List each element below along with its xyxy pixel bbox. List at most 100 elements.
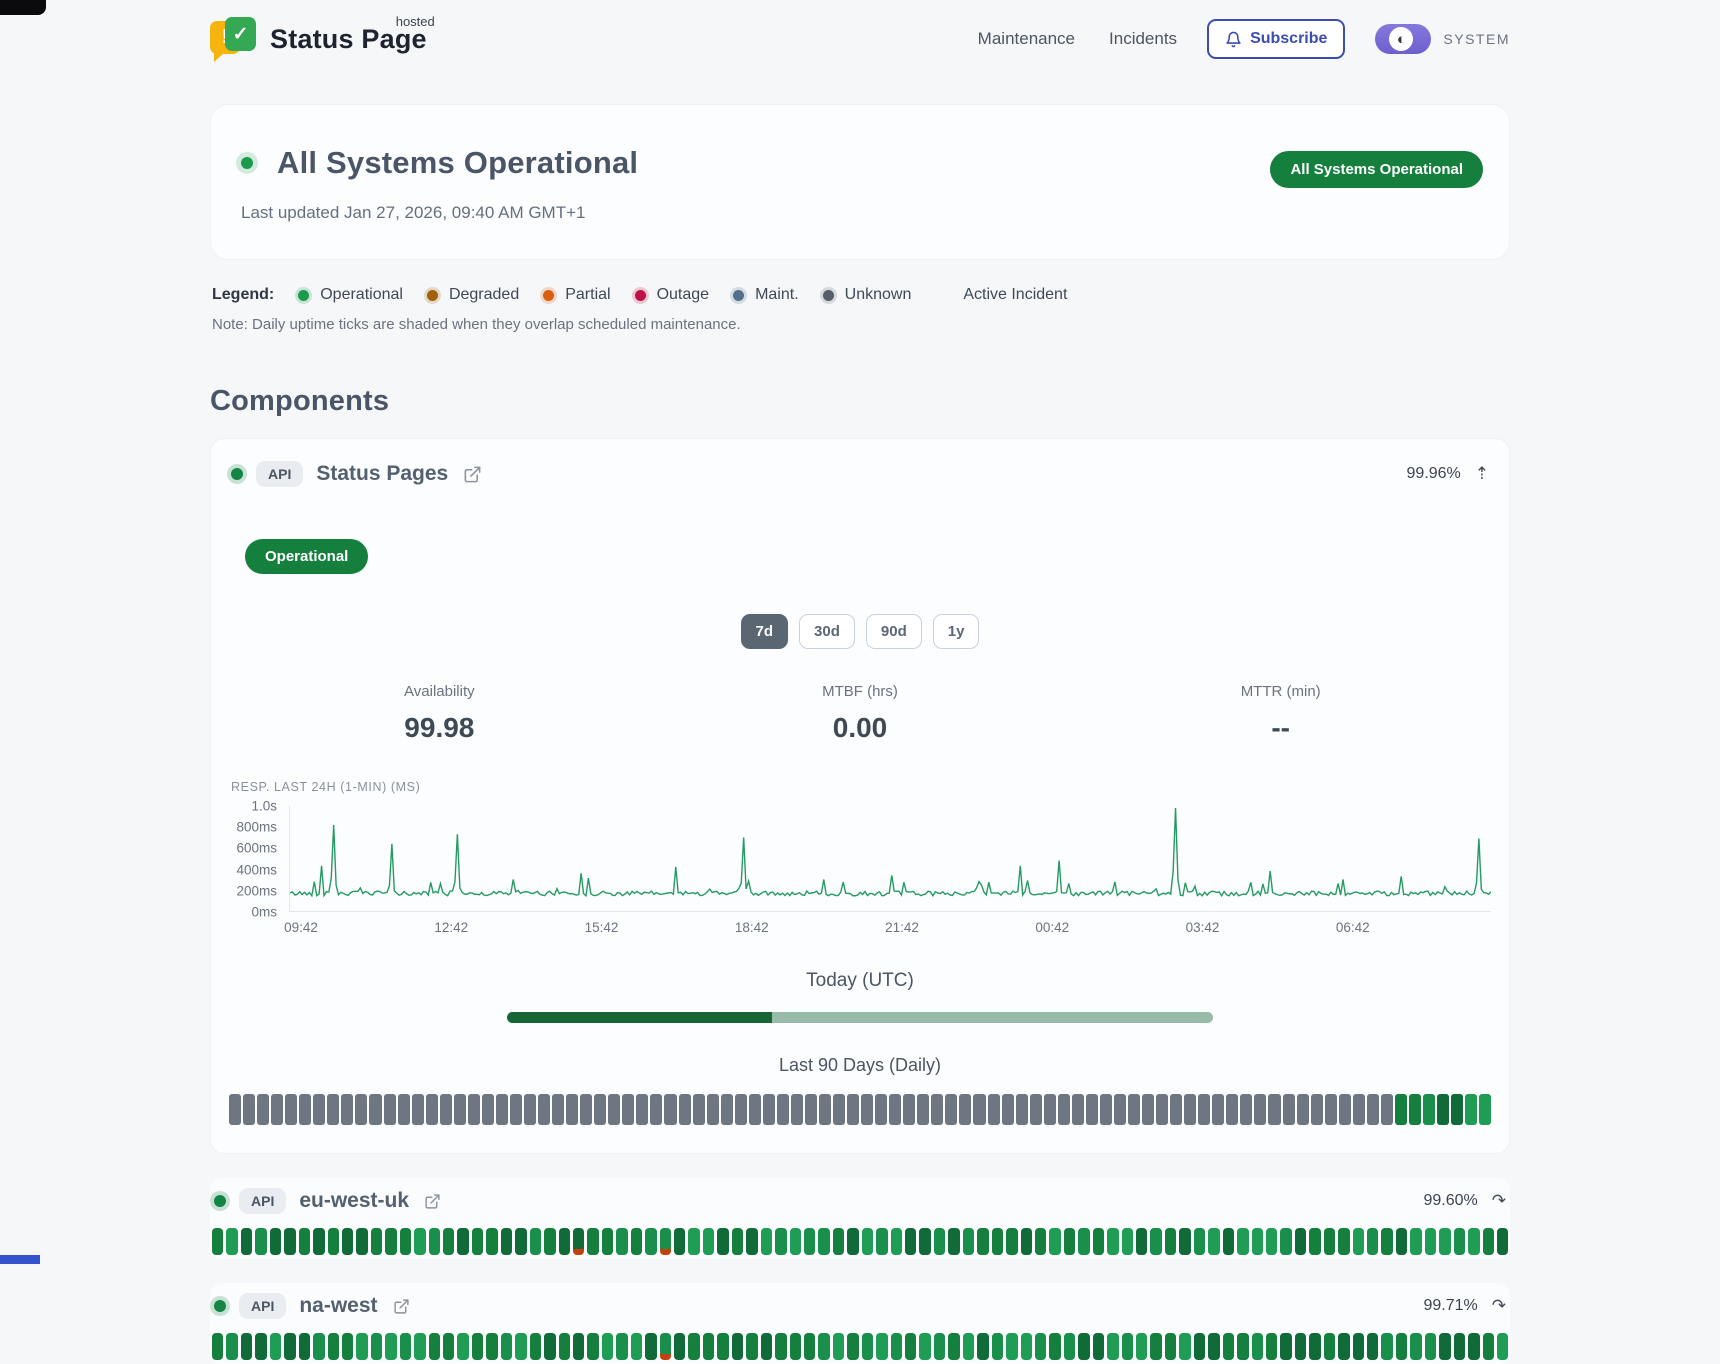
uptime-tick-unknown[interactable] [762,1094,775,1125]
range-button-7d[interactable]: 7d [740,614,789,649]
uptime-tick-operational[interactable] [486,1228,498,1255]
uptime-tick-operational[interactable] [399,1228,412,1255]
uptime-tick-operational[interactable] [457,1333,469,1360]
uptime-tick-operational[interactable] [746,1333,758,1360]
uptime-tick-operational[interactable] [1439,1228,1451,1255]
uptime-tick-operational[interactable] [558,1228,570,1255]
uptime-tick-operational[interactable] [255,1333,267,1360]
uptime-tick-operational[interactable] [702,1228,715,1255]
uptime-tick-unknown[interactable] [594,1094,607,1125]
nav-link-incidents[interactable]: Incidents [1109,29,1178,48]
uptime-tick-operational[interactable] [443,1228,455,1255]
uptime-tick-operational[interactable] [370,1228,383,1255]
uptime-tick-unknown[interactable] [664,1094,677,1125]
uptime-tick-operational[interactable] [500,1228,513,1255]
uptime-tick-unknown[interactable] [495,1094,508,1125]
uptime-tick-operational[interactable] [731,1333,744,1360]
uptime-tick-operational[interactable] [1049,1228,1061,1255]
uptime-tick-operational[interactable] [1338,1333,1350,1360]
uptime-tick-operational[interactable] [818,1333,830,1360]
uptime-tick-operational[interactable] [1208,1228,1220,1255]
uptime-tick-operational[interactable] [1352,1333,1364,1360]
uptime-tick-operational[interactable] [1280,1228,1292,1255]
brand[interactable]: ! ✓ Status Page hosted [210,14,435,62]
uptime-tick-operational[interactable] [674,1228,686,1255]
uptime-tick-operational[interactable] [544,1333,556,1360]
uptime-tick-unknown[interactable] [875,1094,888,1125]
uptime-tick-operational[interactable] [226,1333,238,1360]
uptime-tick-unknown[interactable] [608,1094,621,1125]
uptime-tick-operational[interactable] [356,1228,368,1255]
uptime-tick-operational[interactable] [847,1228,859,1255]
uptime-tick-operational[interactable] [1164,1228,1177,1255]
uptime-tick-operational[interactable] [529,1228,542,1255]
uptime-tick-operational[interactable] [1107,1228,1119,1255]
uptime-tick-unknown[interactable] [692,1094,705,1125]
uptime-tick-operational[interactable] [919,1228,931,1255]
uptime-tick-operational[interactable] [1092,1228,1105,1255]
uptime-tick-unknown[interactable] [987,1094,1000,1125]
uptime-tick-unknown[interactable] [1254,1094,1267,1125]
uptime-tick-operational[interactable] [1381,1228,1393,1255]
uptime-tick-operational[interactable] [1323,1333,1336,1360]
uptime-tick-operational[interactable] [1222,1333,1235,1360]
uptime-tick-operational[interactable] [1294,1333,1307,1360]
uptime-tick-operational[interactable] [1222,1228,1235,1255]
uptime-tick-operational[interactable] [1208,1333,1220,1360]
uptime-tick-operational[interactable] [1496,1228,1509,1255]
uptime-tick-operational[interactable] [991,1228,1004,1255]
uptime-tick-operational[interactable] [1150,1228,1162,1255]
uptime-tick-operational[interactable] [385,1333,397,1360]
uptime-tick-operational[interactable] [1338,1228,1350,1255]
uptime-tick-operational[interactable] [688,1228,700,1255]
uptime-tick-unknown[interactable] [818,1094,832,1125]
uptime-tick-unknown[interactable] [790,1094,803,1125]
uptime-tick-operational[interactable] [948,1333,960,1360]
uptime-tick-operational[interactable] [876,1228,888,1255]
uptime-tick-operational[interactable] [702,1333,715,1360]
uptime-tick-operational[interactable] [1367,1333,1379,1360]
uptime-tick-operational[interactable] [1020,1333,1032,1360]
uptime-tick-operational[interactable] [962,1333,975,1360]
uptime-tick-unknown[interactable] [1366,1094,1379,1125]
uptime-tick-operational[interactable] [313,1333,325,1360]
uptime-tick-operational[interactable] [284,1228,296,1255]
uptime-tick-operational[interactable] [760,1333,773,1360]
expand-arrow-icon[interactable]: ↷ [1491,1296,1506,1315]
uptime-tick-operational[interactable] [1020,1228,1032,1255]
uptime-tick-unknown[interactable] [467,1094,480,1125]
uptime-tick-unknown[interactable] [481,1094,494,1125]
uptime-tick-operational[interactable] [1078,1228,1090,1255]
uptime-tick-operational[interactable] [327,1333,339,1360]
uptime-tick-incident[interactable] [659,1228,671,1255]
uptime-tick-operational[interactable] [803,1333,816,1360]
uptime-tick-unknown[interactable] [327,1094,340,1125]
uptime-tick-incident[interactable] [659,1333,671,1360]
uptime-tick-operational[interactable] [601,1333,614,1360]
uptime-tick-operational[interactable] [1063,1333,1076,1360]
uptime-tick-unknown[interactable] [453,1094,466,1125]
uptime-tick-unknown[interactable] [1198,1094,1211,1125]
uptime-tick-operational[interactable] [1136,1228,1148,1255]
uptime-tick-operational[interactable] [1034,1228,1047,1255]
uptime-tick-incident[interactable] [572,1228,585,1255]
uptime-tick-operational[interactable] [269,1333,282,1360]
uptime-tick-operational[interactable] [1107,1333,1119,1360]
uptime-tick-operational[interactable] [688,1333,700,1360]
uptime-tick-operational[interactable] [1179,1228,1191,1255]
uptime-tick-unknown[interactable] [411,1094,424,1125]
uptime-tick-unknown[interactable] [1226,1094,1239,1125]
uptime-tick-unknown[interactable] [523,1094,537,1125]
uptime-tick-operational[interactable] [313,1228,325,1255]
uptime-tick-operational[interactable] [529,1333,542,1360]
uptime-tick-unknown[interactable] [383,1094,396,1125]
uptime-tick-unknown[interactable] [833,1094,846,1125]
uptime-tick-unknown[interactable] [917,1094,930,1125]
collapse-arrow-icon[interactable]: ⇡ [1474,464,1489,483]
uptime-tick-unknown[interactable] [1057,1094,1070,1125]
uptime-tick-unknown[interactable] [706,1094,719,1125]
uptime-tick-unknown[interactable] [1338,1094,1351,1125]
uptime-tick-unknown[interactable] [720,1094,733,1125]
uptime-tick-operational[interactable] [1424,1333,1437,1360]
uptime-tick-operational[interactable] [775,1228,787,1255]
